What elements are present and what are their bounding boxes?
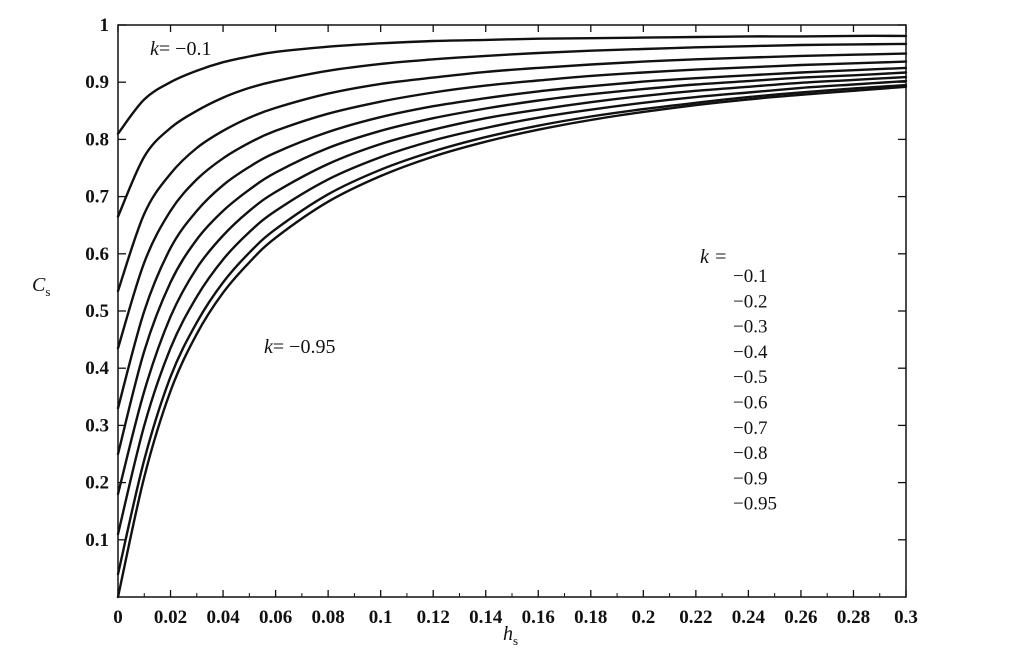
legend-entry: −0.8: [733, 443, 767, 464]
y-tick-label: 0.1: [85, 530, 109, 551]
x-tick-label: 0.2: [631, 607, 655, 628]
curve-kneg0p8: [116, 79, 908, 536]
curve-kneg0p9: [116, 83, 908, 576]
curve-kneg0p2: [116, 42, 908, 218]
x-tick-label: 0.1: [369, 607, 393, 628]
x-tick-label: 0.04: [206, 607, 240, 628]
legend-entry: −0.95: [733, 494, 777, 515]
legend: −0.1 −0.2 −0.3 −0.4 −0.5 −0.6 −0.7 −0.8 −0.9 −0.9…: [733, 266, 777, 515]
curve-kneg0p7: [116, 75, 908, 496]
x-axis-label: hs: [503, 623, 518, 648]
curve-kneg0p3: [116, 52, 908, 293]
annotation-bottom: k= −0.95: [264, 336, 335, 358]
y-tick-label: 1: [100, 15, 110, 36]
legend-entry: −0.7: [733, 418, 767, 439]
legend-title: k =: [700, 246, 727, 268]
x-tick-label: 0.16: [522, 607, 555, 628]
curve-kneg0p95: [116, 85, 908, 599]
x-tick-label: 0.24: [732, 607, 766, 628]
curve-kneg0p4: [116, 60, 908, 350]
x-tick-label: 0.28: [837, 607, 870, 628]
x-axis-ticks: 0 0.02 0.04 0.06 0.08 0.1 0.12 0.14 0.16 0.18 0.2 0…: [113, 25, 918, 628]
x-tick-label: 0.02: [154, 607, 187, 628]
x-tick-label: 0.26: [784, 607, 817, 628]
x-tick-label: 0.08: [312, 607, 345, 628]
y-tick-label: 0.5: [85, 301, 109, 322]
x-tick-label: 0.22: [679, 607, 712, 628]
y-axis-label: Cs: [32, 274, 50, 299]
x-tick-label: 0.18: [574, 607, 607, 628]
y-tick-label: 0.3: [85, 415, 109, 436]
curve-kneg0p1: [116, 34, 908, 135]
y-axis-ticks: 0.1 0.2 0.3 0.4 0.5 0.6 0.7 0.8 0.9 1: [85, 15, 906, 551]
y-tick-label: 0.2: [85, 473, 109, 494]
x-tick-label: 0: [113, 607, 123, 628]
legend-entry: −0.2: [733, 291, 767, 312]
legend-entry: −0.1: [733, 266, 767, 287]
x-tick-label: 0.14: [469, 607, 503, 628]
curves: [116, 34, 908, 599]
legend-entry: −0.3: [733, 317, 767, 338]
x-tick-label: 0.06: [259, 607, 292, 628]
plot-frame: [117, 24, 907, 598]
legend-entry: −0.9: [733, 468, 767, 489]
legend-entry: −0.4: [733, 342, 768, 363]
y-tick-label: 0.7: [85, 187, 109, 208]
y-tick-label: 0.8: [85, 129, 109, 150]
y-tick-label: 0.4: [85, 358, 109, 379]
curve-kneg0p5: [116, 66, 908, 410]
y-tick-label: 0.9: [85, 72, 109, 93]
curve-kneg0p6: [116, 71, 908, 456]
x-tick-label: 0.12: [417, 607, 450, 628]
legend-entry: −0.6: [733, 393, 767, 414]
legend-entry: −0.5: [733, 367, 767, 388]
y-tick-label: 0.6: [85, 244, 109, 265]
x-tick-label: 0.3: [894, 607, 918, 628]
annotation-top: k= −0.1: [150, 38, 211, 60]
